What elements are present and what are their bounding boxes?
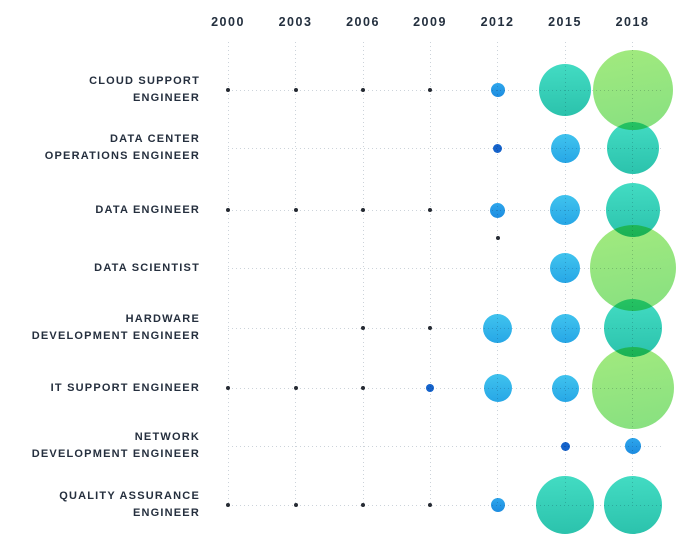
row-label-cloud-support-engineer: CLOUD SUPPORT ENGINEER — [89, 73, 200, 107]
x-axis-label-2003: 2003 — [278, 15, 313, 29]
gridline-horizontal-data-center-operations-engineer — [228, 147, 664, 149]
row-label-data-scientist: DATA SCIENTIST — [94, 260, 200, 277]
bubble-data-scientist-2015 — [550, 253, 580, 283]
gridline-vertical-2012 — [497, 42, 498, 505]
gridline-horizontal-hardware-development-engineer — [228, 327, 664, 329]
x-axis-label-2000: 2000 — [211, 15, 245, 29]
row-label-network-development-engineer: NETWORK DEVELOPMENT ENGINEER — [32, 429, 200, 463]
bubble-quality-assurance-engineer-2006 — [361, 503, 365, 507]
bubble-network-development-engineer-2018 — [624, 438, 641, 454]
row-label-data-center-operations-engineer: DATA CENTER OPERATIONS ENGINEER — [45, 131, 200, 165]
row-label-hardware-development-engineer: HARDWARE DEVELOPMENT ENGINEER — [32, 311, 200, 345]
bubble-it-support-engineer-2018 — [591, 347, 674, 429]
bubble-data-engineer-2000 — [226, 208, 230, 212]
bubble-data-scientist-2012 — [495, 236, 500, 240]
gridline-horizontal-data-engineer — [228, 209, 664, 211]
bubble-hardware-development-engineer-2006 — [361, 326, 365, 330]
row-label-line: DATA ENGINEER — [95, 203, 200, 216]
bubble-hardware-development-engineer-2015 — [550, 313, 580, 343]
bubble-data-scientist-2018 — [589, 225, 676, 311]
row-label-line: DEVELOPMENT ENGINEER — [31, 448, 200, 460]
bubble-data-engineer-2015 — [550, 195, 580, 225]
x-axis-label-2006: 2006 — [346, 15, 380, 29]
bubble-cloud-support-engineer-2009 — [428, 88, 432, 92]
x-axis-label-2018: 2018 — [615, 15, 650, 29]
row-label-line: ENGINEER — [132, 507, 200, 519]
bubble-data-center-operations-engineer-2018 — [606, 122, 659, 174]
x-axis-label-2012: 2012 — [480, 15, 515, 29]
row-label-data-engineer: DATA ENGINEER — [95, 202, 200, 219]
bubble-data-engineer-2009 — [428, 208, 432, 212]
gridline-vertical-2009 — [429, 42, 431, 505]
bubble-network-development-engineer-2015 — [560, 441, 570, 451]
row-label-line: DEVELOPMENT ENGINEER — [31, 330, 200, 342]
bubble-it-support-engineer-2009 — [426, 384, 434, 392]
row-label-line: IT SUPPORT ENGINEER — [50, 381, 200, 394]
bubble-hardware-development-engineer-2012 — [483, 313, 512, 343]
row-label-line: OPERATIONS ENGINEER — [44, 150, 200, 162]
bubble-quality-assurance-engineer-2003 — [293, 503, 298, 507]
bubble-it-support-engineer-2012 — [483, 374, 512, 402]
gridline-horizontal-data-scientist — [228, 267, 664, 269]
bubble-data-engineer-2006 — [361, 208, 365, 212]
row-label-line: HARDWARE — [125, 313, 200, 325]
gridline-vertical-2006 — [362, 42, 364, 505]
gridline-horizontal-quality-assurance-engineer — [228, 504, 664, 506]
gridline-vertical-2000 — [227, 42, 229, 505]
row-label-quality-assurance-engineer: QUALITY ASSURANCE ENGINEER — [59, 488, 200, 522]
bubble-it-support-engineer-2003 — [293, 386, 298, 390]
row-label-line: QUALITY ASSURANCE — [59, 490, 200, 502]
bubble-cloud-support-engineer-2012 — [490, 83, 505, 97]
bubble-data-center-operations-engineer-2015 — [550, 133, 580, 163]
gridline-horizontal-cloud-support-engineer — [228, 89, 664, 91]
gridline-horizontal-network-development-engineer — [228, 445, 664, 447]
row-label-line: ENGINEER — [132, 92, 200, 104]
bubble-data-engineer-2003 — [293, 208, 298, 212]
row-label-line: CLOUD SUPPORT — [89, 75, 200, 87]
row-label-line: DATA SCIENTIST — [94, 261, 200, 274]
row-label-it-support-engineer: IT SUPPORT ENGINEER — [51, 380, 200, 397]
bubble-quality-assurance-engineer-2000 — [226, 503, 230, 507]
bubble-data-center-operations-engineer-2012 — [493, 143, 502, 153]
gridline-vertical-2003 — [295, 42, 296, 505]
row-label-line: DATA CENTER — [110, 133, 200, 145]
bubble-quality-assurance-engineer-2012 — [490, 498, 505, 512]
bubble-data-engineer-2012 — [490, 202, 505, 218]
bubble-cloud-support-engineer-2003 — [293, 88, 298, 92]
gridline-horizontal-it-support-engineer — [228, 387, 664, 389]
bubble-quality-assurance-engineer-2009 — [428, 503, 432, 507]
x-axis-label-2015: 2015 — [548, 15, 582, 29]
bubble-quality-assurance-engineer-2018 — [603, 476, 662, 534]
bubble-it-support-engineer-2015 — [551, 374, 579, 402]
bubble-quality-assurance-engineer-2015 — [536, 476, 594, 534]
bubble-it-support-engineer-2000 — [226, 386, 230, 390]
bubble-cloud-support-engineer-2006 — [361, 88, 365, 92]
bubble-cloud-support-engineer-2015 — [539, 64, 591, 116]
row-label-line: NETWORK — [134, 431, 200, 443]
bubble-cloud-support-engineer-2000 — [226, 88, 230, 92]
x-axis-label-2009: 2009 — [413, 15, 447, 29]
bubble-hardware-development-engineer-2009 — [428, 326, 432, 330]
bubble-it-support-engineer-2006 — [361, 386, 365, 390]
bubble-cloud-support-engineer-2018 — [592, 50, 673, 130]
